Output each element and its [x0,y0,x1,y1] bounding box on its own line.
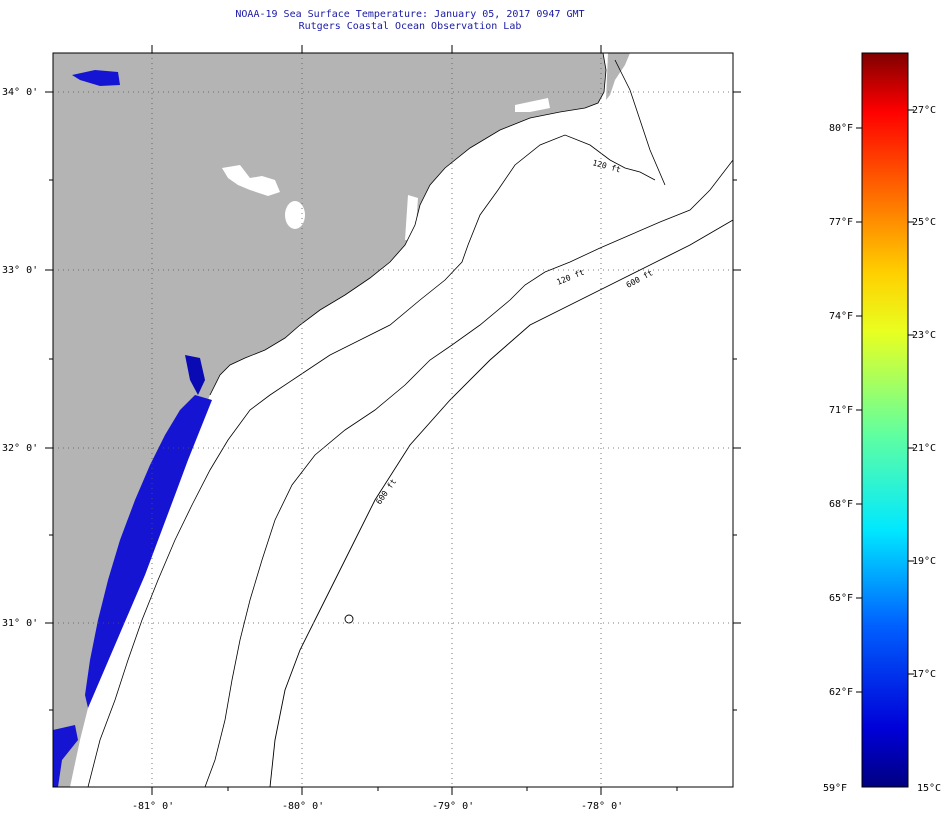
fahrenheit-label: 65°F [829,593,853,604]
fahrenheit-label: 59°F [823,783,847,794]
celsius-label: 27°C [912,105,936,116]
lat-label: 34° 0' [2,87,38,98]
sst-estuary [185,355,205,395]
plot-frame [52,52,734,788]
cloud-patch [405,195,418,240]
grid-lines [53,53,733,787]
color-scale-bar [861,52,909,788]
lat-label: 33° 0' [2,265,38,276]
fahrenheit-label: 80°F [829,123,853,134]
fahrenheit-label: 71°F [829,405,853,416]
fahrenheit-label: 74°F [829,311,853,322]
cloud-patch [222,165,280,196]
fahrenheit-label: 77°F [829,217,853,228]
fahrenheit-label: 68°F [829,499,853,510]
celsius-label: 15°C [917,783,941,794]
contour-120ft [87,134,656,787]
lat-label: 31° 0' [2,618,38,629]
map-title: NOAA-19 Sea Surface Temperature: January… [235,9,585,20]
celsius-label: 23°C [912,330,936,341]
lon-label: -78° 0' [581,801,623,812]
lat-label: 32° 0' [2,443,38,454]
contour-600ft-outer [269,219,733,787]
celsius-label: 17°C [912,669,936,680]
map-subtitle: Rutgers Coastal Ocean Observation Lab [298,21,522,32]
sst-inland-water [53,725,78,787]
cloud-patch [515,98,550,112]
contour-600ft-inner [204,159,733,787]
celsius-label: 21°C [912,443,936,454]
lon-label: -79° 0' [432,801,474,812]
sst-data-band [85,395,212,708]
colorbar-ticks [856,109,914,693]
sst-inland-water [72,70,120,86]
coastline-north [614,59,666,186]
land-mass [53,53,606,787]
land-northeast [606,53,630,100]
celsius-label: 25°C [912,217,936,228]
fahrenheit-label: 62°F [829,687,853,698]
lon-label: -81° 0' [132,801,174,812]
coastline [209,53,607,396]
axis-ticks [45,45,741,795]
lon-label: -80° 0' [282,801,324,812]
cloud-patch [285,201,305,229]
celsius-label: 19°C [912,556,936,567]
